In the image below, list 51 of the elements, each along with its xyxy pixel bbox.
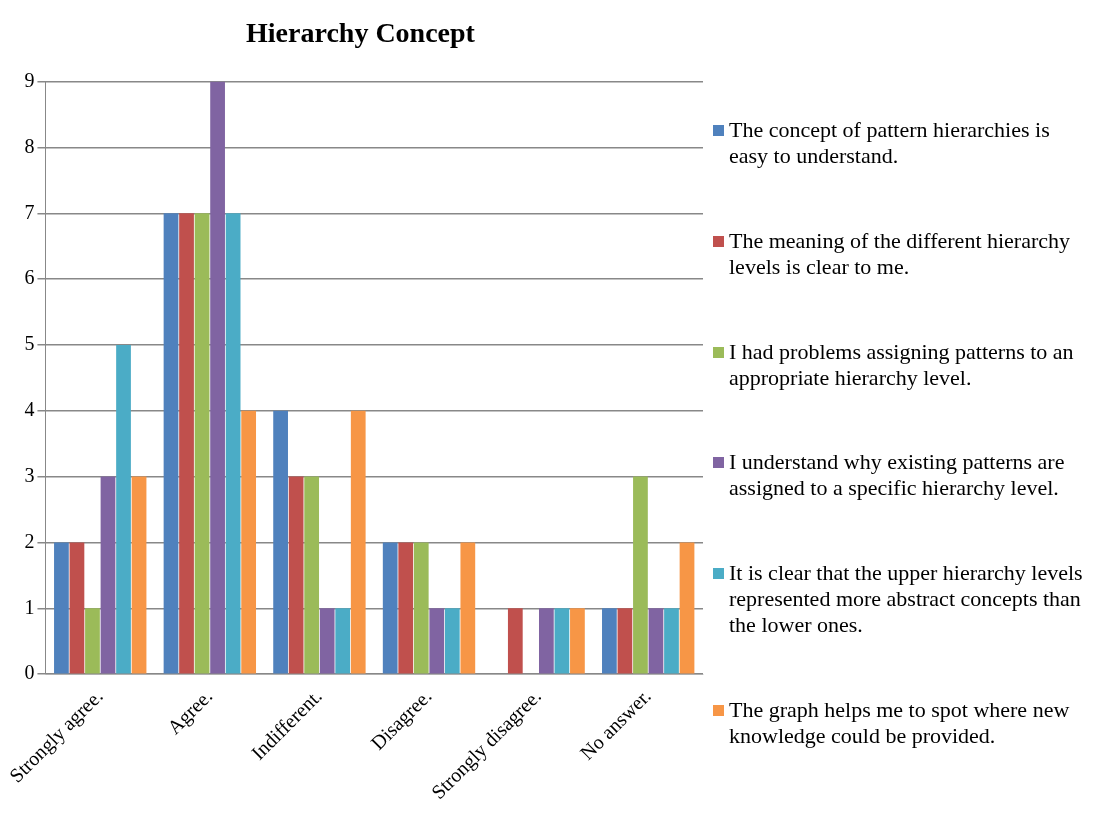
y-tick-label: 9 — [24, 68, 35, 91]
bar — [507, 608, 523, 674]
bar — [413, 542, 429, 674]
bar — [100, 476, 116, 674]
bar — [617, 608, 633, 674]
bar — [319, 608, 335, 674]
bar — [460, 542, 476, 674]
bar — [179, 213, 194, 674]
bar — [398, 542, 414, 674]
bar — [648, 608, 664, 674]
bar — [241, 410, 257, 674]
legend-label: The meaning of the different hierarchy levels is clear to me. — [729, 227, 1072, 280]
chart-title: Hierarchy Concept — [246, 17, 476, 49]
bar — [69, 542, 85, 674]
y-tick-label: 4 — [24, 398, 35, 421]
bar — [335, 608, 351, 674]
y-tick-label: 0 — [24, 661, 35, 684]
bar — [116, 344, 131, 674]
bar — [288, 476, 304, 674]
bar — [225, 213, 241, 674]
legend-label: It is clear that the upper hierarchy levels represented more abstract concepts than the lower ones. — [729, 559, 1083, 638]
bar — [382, 542, 398, 674]
y-tick-label: 6 — [24, 266, 35, 289]
legend-label: I understand why existing patterns are assigned to a specific hierarchy level. — [729, 449, 1066, 502]
bar — [350, 410, 366, 674]
y-tick-label: 3 — [24, 463, 35, 486]
bar — [54, 542, 69, 674]
bar — [429, 608, 445, 674]
bar — [570, 608, 585, 674]
y-tick-label: 8 — [24, 134, 35, 157]
legend-label: The graph helps me to spot where new knowledge could be provided. — [729, 696, 1071, 749]
bar — [163, 213, 179, 674]
legend-label: The concept of pattern hierarchies is easy to understand. — [729, 117, 1051, 170]
legend-label: I had problems assigning patterns to an appropriate hierarchy level. — [729, 338, 1075, 391]
bar — [633, 476, 648, 674]
bar — [131, 476, 147, 674]
y-tick-label: 2 — [24, 529, 35, 552]
bar — [539, 608, 554, 674]
bar — [210, 81, 225, 674]
y-tick-label: 1 — [24, 595, 35, 618]
bar — [194, 213, 210, 674]
bar — [85, 608, 100, 674]
bar — [679, 542, 695, 674]
bar — [664, 608, 679, 674]
bar — [273, 410, 288, 674]
y-tick-label: 5 — [24, 332, 35, 355]
bar — [304, 476, 320, 674]
y-tick-label: 7 — [24, 200, 35, 223]
bar — [554, 608, 570, 674]
bar — [602, 608, 617, 674]
bar — [444, 608, 460, 674]
